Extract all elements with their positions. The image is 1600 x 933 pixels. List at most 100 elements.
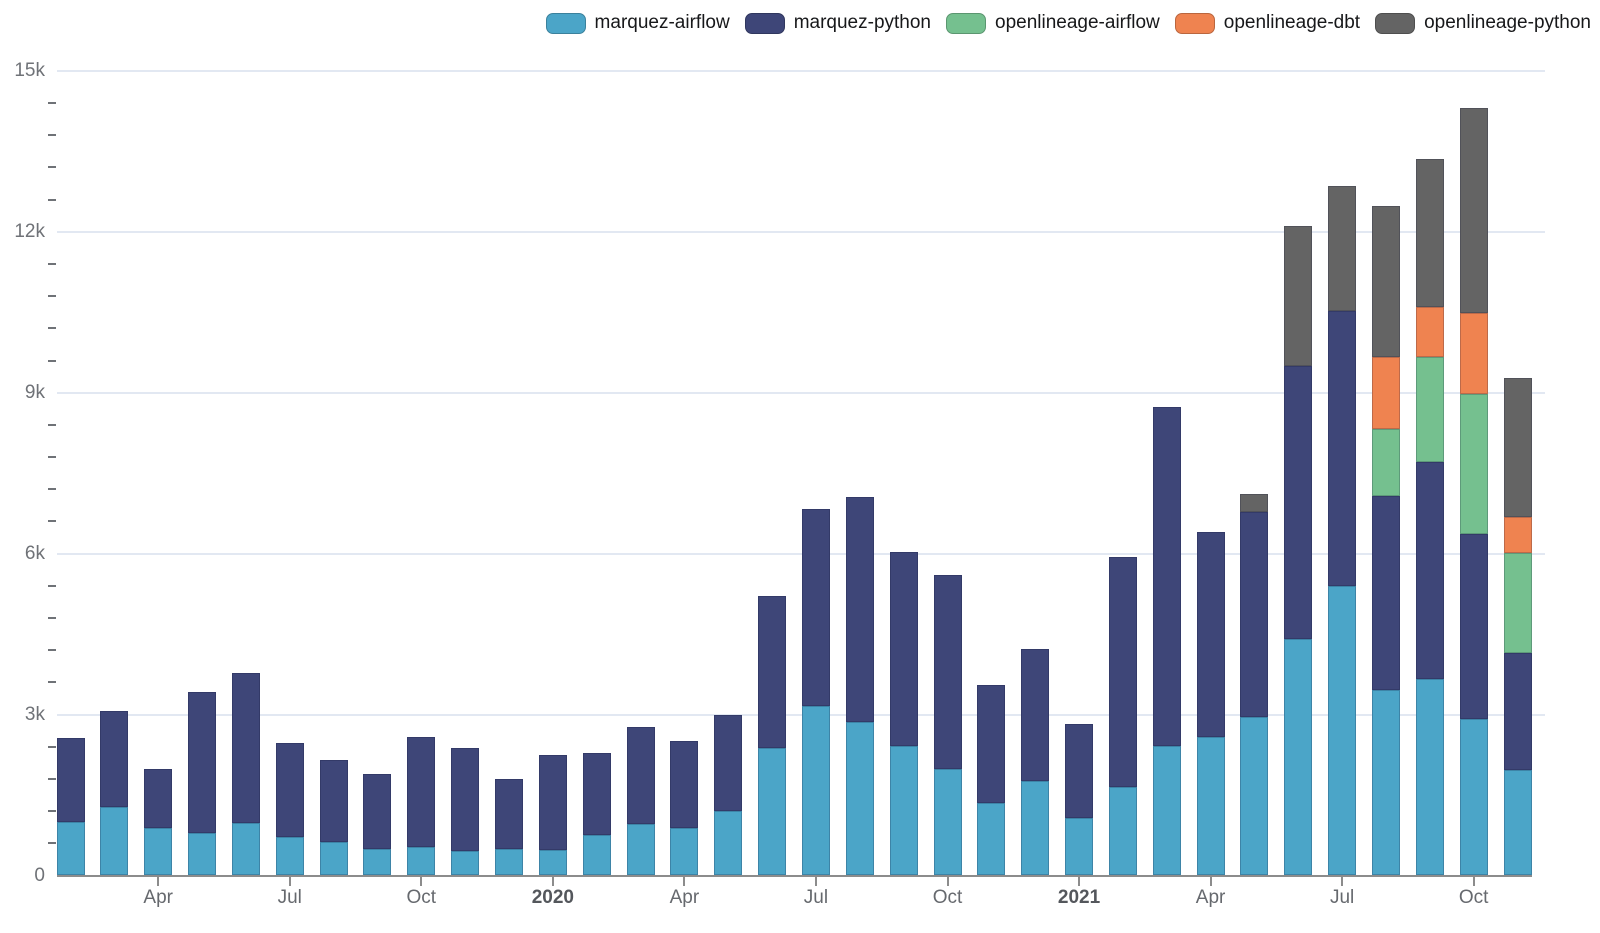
legend-item-openlineage-python[interactable]: openlineage-python (1375, 12, 1591, 34)
bar-segment-openlineage-airflow[interactable] (1372, 429, 1400, 496)
bar-segment-marquez-python[interactable] (451, 747, 480, 851)
bar-segment-marquez-airflow[interactable] (714, 810, 743, 876)
bar-segment-marquez-python[interactable] (1372, 495, 1400, 691)
bar-segment-marquez-python[interactable] (845, 497, 874, 723)
bar-segment-marquez-airflow[interactable] (188, 832, 217, 876)
bar-segment-marquez-python[interactable] (538, 754, 567, 851)
bar-segment-marquez-airflow[interactable] (1196, 736, 1225, 876)
bar-segment-openlineage-python[interactable] (1328, 185, 1357, 312)
legend-item-openlineage-dbt[interactable]: openlineage-dbt (1174, 12, 1360, 34)
bar-segment-marquez-airflow[interactable] (670, 827, 699, 876)
bar-segment-marquez-airflow[interactable] (275, 837, 304, 876)
bar-segment-openlineage-airflow[interactable] (1459, 394, 1488, 535)
bar-segment-marquez-python[interactable] (363, 773, 392, 850)
bar-segment-marquez-airflow[interactable] (407, 846, 436, 876)
y-gridline (56, 552, 1545, 555)
legend-item-marquez-python[interactable]: marquez-python (744, 12, 931, 34)
bar-may-2021 (1240, 494, 1269, 876)
bar-segment-marquez-python[interactable] (231, 673, 260, 824)
bar-segment-marquez-airflow[interactable] (1240, 716, 1269, 876)
bar-segment-marquez-airflow[interactable] (495, 849, 523, 876)
bar-segment-openlineage-python[interactable] (1240, 494, 1269, 513)
bar-segment-marquez-airflow[interactable] (889, 746, 918, 876)
bar-segment-openlineage-dbt[interactable] (1415, 306, 1444, 357)
bar-segment-marquez-python[interactable] (670, 741, 699, 828)
y-axis-tick-label: 3k (24, 703, 45, 725)
bar-segment-marquez-python[interactable] (1328, 311, 1357, 586)
bar-segment-marquez-python[interactable] (1503, 653, 1532, 770)
bar-segment-marquez-python[interactable] (1152, 406, 1181, 746)
bar-segment-marquez-python[interactable] (1415, 462, 1444, 680)
bar-segment-marquez-airflow[interactable] (758, 747, 787, 876)
bar-segment-openlineage-dbt[interactable] (1503, 517, 1532, 553)
bar-segment-marquez-python[interactable] (1108, 556, 1137, 787)
legend-item-openlineage-airflow[interactable]: openlineage-airflow (946, 12, 1160, 34)
bar-segment-marquez-python[interactable] (1196, 532, 1225, 737)
x-axis-tick-label: Oct (406, 887, 437, 908)
bar-segment-marquez-airflow[interactable] (56, 821, 85, 876)
y-gridline (56, 69, 1545, 72)
bar-segment-marquez-python[interactable] (100, 711, 129, 808)
bar-segment-marquez-python[interactable] (56, 737, 85, 822)
bar-segment-marquez-python[interactable] (1240, 512, 1269, 717)
bar-segment-marquez-airflow[interactable] (977, 803, 1006, 876)
bar-segment-marquez-python[interactable] (1021, 648, 1050, 782)
bar-segment-marquez-airflow[interactable] (582, 835, 611, 876)
bar-segment-marquez-airflow[interactable] (845, 722, 874, 876)
bar-segment-marquez-python[interactable] (582, 753, 611, 836)
bar-segment-marquez-airflow[interactable] (144, 828, 173, 876)
bar-segment-openlineage-python[interactable] (1284, 226, 1313, 366)
bar-segment-openlineage-python[interactable] (1372, 205, 1400, 358)
bar-segment-openlineage-airflow[interactable] (1503, 552, 1532, 654)
bar-segment-marquez-python[interactable] (758, 596, 787, 748)
legend-item-marquez-airflow[interactable]: marquez-airflow (545, 12, 730, 34)
bar-segment-marquez-airflow[interactable] (801, 705, 830, 876)
bar-segment-marquez-airflow[interactable] (538, 850, 567, 876)
bar-segment-marquez-python[interactable] (714, 714, 743, 811)
bar-segment-marquez-python[interactable] (144, 768, 173, 829)
bar-segment-marquez-airflow[interactable] (626, 824, 655, 876)
bar-segment-marquez-python[interactable] (1284, 365, 1313, 639)
bar-segment-openlineage-python[interactable] (1415, 159, 1444, 307)
x-axis-tick-label: Jul (1329, 887, 1355, 908)
bar-segment-marquez-airflow[interactable] (231, 823, 260, 876)
bar-segment-marquez-airflow[interactable] (1459, 718, 1488, 876)
bar-segment-marquez-python[interactable] (275, 743, 304, 838)
bar-segment-marquez-python[interactable] (319, 759, 348, 843)
y-gridline (56, 230, 1545, 233)
bar-segment-openlineage-python[interactable] (1503, 377, 1532, 518)
bar-segment-marquez-python[interactable] (977, 684, 1006, 804)
bar-segment-marquez-airflow[interactable] (1328, 585, 1357, 876)
bar-segment-marquez-python[interactable] (1459, 534, 1488, 719)
bar-segment-marquez-airflow[interactable] (933, 768, 962, 876)
bar-segment-marquez-airflow[interactable] (319, 842, 348, 876)
bar-segment-openlineage-dbt[interactable] (1372, 357, 1400, 430)
x-axis-tick (1078, 877, 1081, 886)
bar-segment-marquez-python[interactable] (495, 778, 523, 850)
bar-segment-marquez-python[interactable] (407, 736, 436, 847)
bar-segment-marquez-airflow[interactable] (1372, 690, 1400, 876)
bar-segment-marquez-python[interactable] (188, 691, 217, 833)
bar-apr-2019 (144, 768, 173, 876)
bar-segment-marquez-airflow[interactable] (1152, 745, 1181, 876)
bar-segment-marquez-airflow[interactable] (1021, 781, 1050, 876)
bar-segment-openlineage-python[interactable] (1459, 107, 1488, 313)
bar-segment-openlineage-airflow[interactable] (1415, 356, 1444, 463)
bar-segment-openlineage-dbt[interactable] (1459, 312, 1488, 395)
bar-segment-marquez-airflow[interactable] (451, 850, 480, 876)
x-axis-tick (683, 877, 686, 886)
y-axis-minor-tick (48, 810, 56, 813)
bar-segment-marquez-python[interactable] (933, 575, 962, 769)
bar-segment-marquez-airflow[interactable] (363, 849, 392, 876)
bar-segment-marquez-airflow[interactable] (1065, 818, 1094, 876)
bar-segment-marquez-python[interactable] (626, 727, 655, 824)
bar-segment-marquez-airflow[interactable] (1503, 769, 1532, 876)
bar-segment-marquez-airflow[interactable] (100, 807, 129, 876)
bar-segment-marquez-python[interactable] (1065, 723, 1094, 819)
bar-apr-2020 (670, 741, 699, 876)
bar-segment-marquez-python[interactable] (889, 552, 918, 747)
bar-segment-marquez-airflow[interactable] (1284, 638, 1313, 876)
bar-segment-marquez-airflow[interactable] (1415, 679, 1444, 876)
bar-segment-marquez-python[interactable] (801, 509, 830, 706)
bar-segment-marquez-airflow[interactable] (1108, 786, 1137, 876)
